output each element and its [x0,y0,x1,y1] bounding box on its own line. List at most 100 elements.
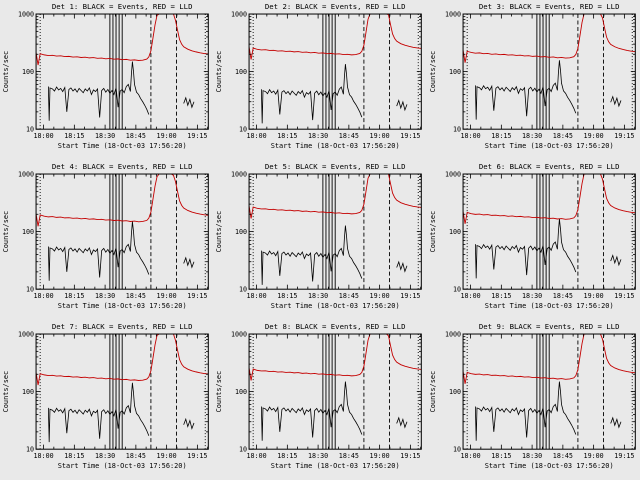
x-tick-label: 19:00 [583,453,603,461]
y-axis-label: Counts/sec [429,51,437,93]
detector-panel-9: Det 9: BLACK = Events, RED = LLD 18:00 18:… [427,320,640,480]
x-tick-label: 19:00 [583,292,603,300]
x-axis-label: Start Time (18-Oct-03 17:56:20) [484,302,613,310]
y-tick-label: 10 [239,446,247,454]
x-tick-label: 18:30 [95,453,115,461]
detector-panel-5: Det 5: BLACK = Events, RED = LLD 18:00 18:… [213,160,426,320]
plot-area [249,334,422,450]
x-tick-label: 18:45 [552,132,572,140]
lld-curve [249,174,422,219]
detector-panel-1: Det 1: BLACK = Events, RED = LLD 18:00 18:… [0,0,213,160]
x-tick-label: 18:45 [126,453,146,461]
panel-title: Det 5: BLACK = Events, RED = LLD [265,162,406,171]
y-tick-label: 1000 [231,171,247,179]
events-curve [47,221,195,282]
x-axis-label: Start Time (18-Oct-03 17:56:20) [484,142,613,150]
y-axis-label: Counts/sec [215,51,223,93]
panel-title: Det 1: BLACK = Events, RED = LLD [52,2,193,11]
y-tick-label: 100 [22,68,34,76]
x-tick-label: 18:15 [64,453,84,461]
x-tick-label: 18:15 [278,132,298,140]
plot-area [462,334,635,450]
x-axis-label: Start Time (18-Oct-03 17:56:20) [58,302,187,310]
x-tick-label: 18:15 [278,292,298,300]
x-tick-label: 19:15 [614,292,634,300]
detector-panel-2: Det 2: BLACK = Events, RED = LLD 18:00 18:… [213,0,426,160]
y-axis-label: Counts/sec [2,51,10,93]
y-tick-label: 10 [239,125,247,133]
events-curve [47,383,195,443]
detector-panel-8: Det 8: BLACK = Events, RED = LLD 18:00 18:… [213,320,426,480]
y-tick-label: 100 [22,388,34,396]
panel-title: Det 9: BLACK = Events, RED = LLD [479,322,620,331]
y-tick-label: 10 [453,446,461,454]
detector-plot-7: Det 7: BLACK = Events, RED = LLD 18:00 18:… [2,322,209,471]
x-tick-label: 18:30 [522,132,542,140]
events-curve [474,219,622,279]
x-tick-label: 18:00 [247,132,267,140]
x-axis-label: Start Time (18-Oct-03 17:56:20) [271,142,400,150]
y-tick-label: 10 [26,446,34,454]
x-tick-label: 18:00 [460,453,480,461]
y-axis-label: Counts/sec [215,211,223,253]
detector-panel-3: Det 3: BLACK = Events, RED = LLD 18:00 18:… [427,0,640,160]
x-tick-label: 19:00 [157,453,177,461]
detector-plot-9: Det 9: BLACK = Events, RED = LLD 18:00 18:… [429,322,636,471]
y-tick-label: 100 [449,68,461,76]
x-axis-label: Start Time (18-Oct-03 17:56:20) [58,463,187,471]
detector-panel-7: Det 7: BLACK = Events, RED = LLD 18:00 18:… [0,320,213,480]
x-tick-label: 18:15 [64,292,84,300]
x-tick-label: 18:30 [522,453,542,461]
x-tick-label: 18:15 [278,453,298,461]
y-tick-label: 100 [235,228,247,236]
y-tick-label: 1000 [18,331,34,339]
lld-curve [36,174,209,227]
x-axis-label: Start Time (18-Oct-03 17:56:20) [58,142,187,150]
x-tick-label: 19:15 [401,132,421,140]
y-axis-label: Counts/sec [429,371,437,413]
x-tick-label: 18:00 [34,292,54,300]
y-tick-label: 10 [26,125,34,133]
x-tick-label: 19:15 [614,453,634,461]
x-tick-label: 18:45 [339,453,359,461]
x-tick-label: 18:30 [308,132,328,140]
lld-curve [462,14,635,63]
x-tick-label: 18:15 [491,132,511,140]
x-tick-label: 18:45 [552,292,572,300]
y-tick-label: 10 [453,125,461,133]
plot-area [462,14,635,130]
lld-curve [249,14,422,60]
x-tick-label: 18:30 [308,453,328,461]
y-tick-label: 100 [22,228,34,236]
x-tick-label: 18:30 [522,292,542,300]
lld-curve [36,14,209,66]
x-tick-label: 18:45 [126,132,146,140]
y-tick-label: 100 [449,228,461,236]
x-tick-label: 19:00 [370,292,390,300]
x-tick-label: 18:30 [95,132,115,140]
detector-plot-4: Det 4: BLACK = Events, RED = LLD 18:00 18:… [2,162,209,310]
y-tick-label: 100 [235,68,247,76]
x-tick-label: 18:45 [339,292,359,300]
x-tick-label: 18:30 [95,292,115,300]
x-tick-label: 18:15 [64,132,84,140]
plot-area [462,174,635,290]
x-tick-label: 18:30 [308,292,328,300]
x-axis-label: Start Time (18-Oct-03 17:56:20) [271,463,400,471]
events-curve [261,381,408,442]
detector-plot-3: Det 3: BLACK = Events, RED = LLD 18:00 18:… [429,2,636,150]
panel-title: Det 7: BLACK = Events, RED = LLD [52,322,193,331]
plot-area [249,14,422,130]
detector-panel-6: Det 6: BLACK = Events, RED = LLD 18:00 18:… [427,160,640,320]
x-tick-label: 18:00 [247,292,267,300]
panel-title: Det 4: BLACK = Events, RED = LLD [52,162,193,171]
y-tick-label: 10 [26,286,34,294]
x-tick-label: 18:00 [247,453,267,461]
detector-plot-5: Det 5: BLACK = Events, RED = LLD 18:00 18:… [215,162,423,310]
detector-plot-6: Det 6: BLACK = Events, RED = LLD 18:00 18:… [429,162,636,310]
y-tick-label: 1000 [18,171,34,179]
x-axis-label: Start Time (18-Oct-03 17:56:20) [484,463,613,471]
lld-curve [249,334,422,382]
